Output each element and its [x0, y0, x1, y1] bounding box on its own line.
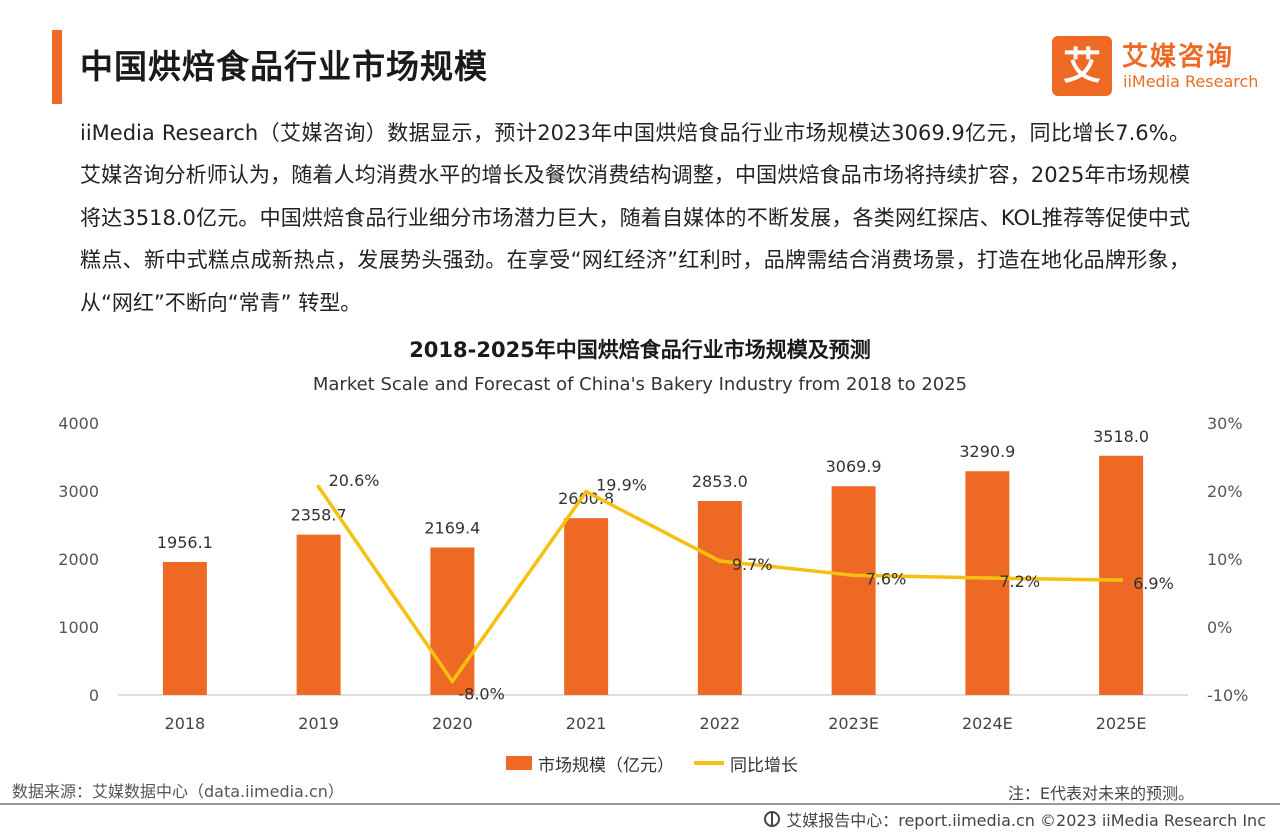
- x-tick-label: 2020: [432, 714, 473, 733]
- y-right-tick-label: 20%: [1207, 482, 1243, 501]
- x-tick-label: 2018: [165, 714, 206, 733]
- bar-value-label: 2169.4: [424, 518, 480, 537]
- bar-2023E: [831, 486, 876, 695]
- bar-2025E: [1099, 455, 1144, 695]
- growth-point: [717, 559, 722, 564]
- footer-copyright-text: 艾媒报告中心：report.iimedia.cn ©2023 iiMedia R…: [786, 811, 1266, 830]
- x-tick-label: 2025E: [1096, 714, 1147, 733]
- bar-2020: [430, 547, 475, 695]
- chart-title: 2018-2025年中国烘焙食品行业市场规模及预测: [409, 338, 871, 362]
- logo-en-text: iiMedia Research: [1123, 72, 1259, 91]
- forecast-note: 注：E代表对未来的预测。: [1007, 784, 1194, 803]
- growth-point: [1119, 578, 1124, 583]
- footer-copyright: 艾媒报告中心：report.iimedia.cn ©2023 iiMedia R…: [764, 807, 1266, 831]
- growth-point: [985, 576, 990, 581]
- bar-2024E: [965, 471, 1010, 695]
- y-left-tick-label: 2000: [58, 550, 99, 569]
- y-right-tick-label: 10%: [1207, 550, 1243, 569]
- y-right-tick-label: -10%: [1207, 686, 1248, 705]
- y-right-tick-label: 0%: [1207, 618, 1232, 637]
- legend-bar-swatch: [506, 756, 532, 770]
- bar-value-label: 3069.9: [826, 457, 882, 476]
- bar-2022: [697, 500, 742, 695]
- logo-mark-icon: 艾: [1052, 36, 1112, 96]
- intro-paragraph: iiMedia Research（艾媒咨询）数据显示，预计2023年中国烘焙食品…: [80, 121, 1190, 315]
- growth-value-label: -8.0%: [458, 684, 504, 703]
- chart-subtitle: Market Scale and Forecast of China's Bak…: [312, 374, 968, 395]
- growth-point: [450, 679, 455, 684]
- bar-2018: [162, 561, 207, 695]
- bar-value-label: 3518.0: [1093, 427, 1149, 446]
- footer-divider: [0, 803, 1280, 805]
- bar-2019: [296, 534, 341, 695]
- bar-2021: [564, 518, 609, 695]
- bar-value-label: 3290.9: [959, 442, 1015, 461]
- bar-value-label: 2853.0: [692, 472, 748, 491]
- data-source: 数据来源：艾媒数据中心（data.iimedia.cn）: [12, 782, 344, 801]
- legend-line-swatch: [694, 761, 724, 765]
- y-left-tick-label: 0: [89, 686, 99, 705]
- legend-line-label: 同比增长: [730, 755, 798, 776]
- x-tick-label: 2021: [566, 714, 607, 733]
- growth-value-label: 6.9%: [1133, 574, 1174, 593]
- logo-cn-text: 艾媒咨询: [1122, 42, 1235, 72]
- growth-point: [584, 489, 589, 494]
- growth-value-label: 20.6%: [329, 471, 380, 490]
- y-left-tick-label: 1000: [58, 618, 99, 637]
- legend-bar-label: 市场规模（亿元）: [538, 755, 674, 776]
- chart-legend: 市场规模（亿元） 同比增长: [506, 750, 798, 776]
- growth-point: [851, 573, 856, 578]
- x-tick-label: 2023E: [828, 714, 879, 733]
- title-accent-bar: [52, 30, 62, 104]
- globe-icon: [764, 811, 781, 827]
- growth-point: [316, 484, 321, 489]
- growth-value-label: 9.7%: [732, 555, 773, 574]
- bar-value-label: 1956.1: [157, 533, 213, 552]
- y-left-tick-label: 4000: [58, 414, 99, 433]
- growth-value-label: 7.2%: [999, 572, 1040, 591]
- x-tick-label: 2022: [700, 714, 741, 733]
- growth-value-label: 7.6%: [866, 569, 907, 588]
- growth-value-label: 19.9%: [596, 476, 647, 495]
- bar-value-label: 2600.8: [558, 489, 614, 508]
- y-left-tick-label: 3000: [58, 482, 99, 501]
- x-tick-label: 2019: [298, 714, 339, 733]
- page-title: 中国烘焙食品行业市场规模: [80, 47, 488, 86]
- x-tick-label: 2024E: [962, 714, 1013, 733]
- iimedia-logo: 艾 艾媒咨询 iiMedia Research: [1052, 36, 1258, 98]
- y-right-tick-label: 30%: [1207, 414, 1243, 433]
